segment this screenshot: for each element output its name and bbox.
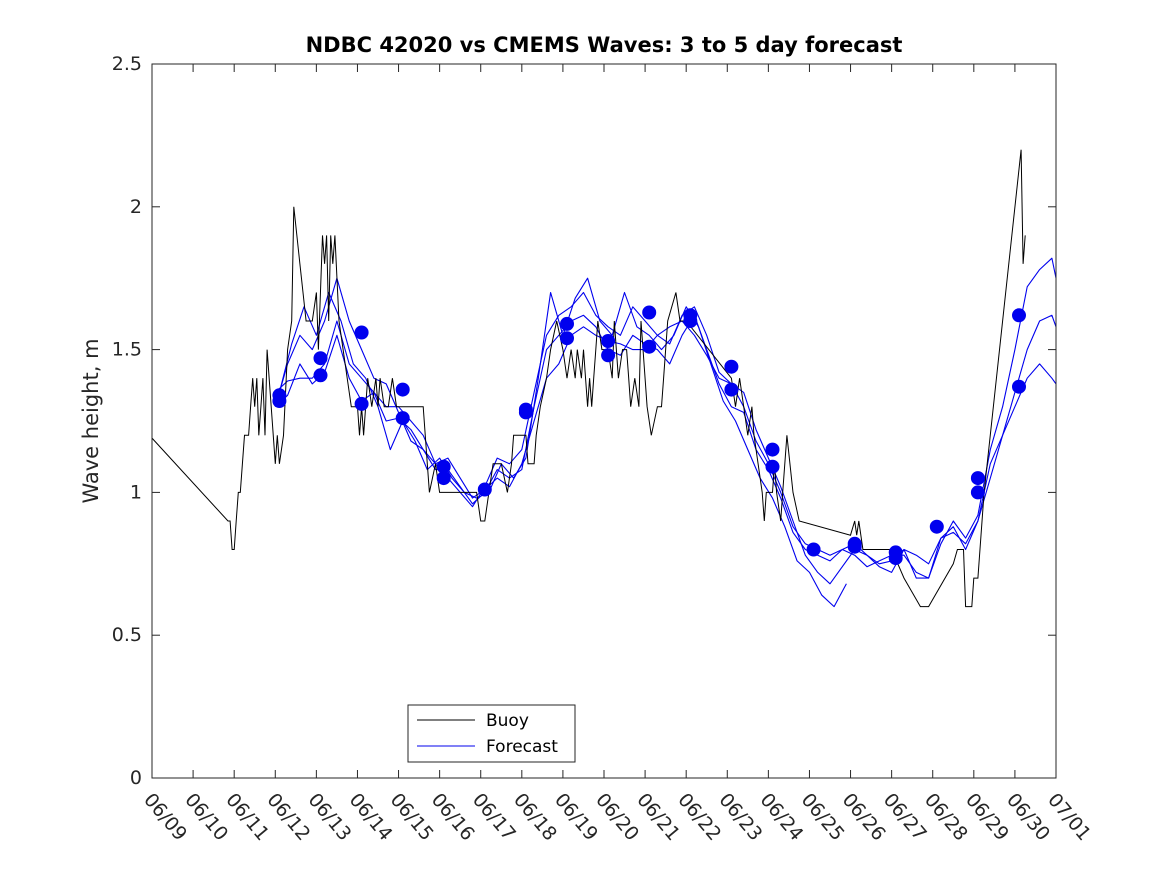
forecast-marker (929, 519, 944, 534)
forecast-marker (313, 351, 328, 366)
forecast-marker (683, 314, 698, 328)
legend: Buoy Forecast (407, 704, 576, 763)
forecast-marker (601, 348, 616, 363)
forecast-marker (395, 382, 410, 397)
legend-box (407, 704, 576, 763)
forecast-marker (642, 339, 657, 354)
y-tick-label: 0 (130, 767, 142, 789)
y-axis-label: Wave height, m (79, 338, 103, 503)
y-tick-label: 0.5 (112, 624, 142, 646)
forecast-marker (847, 539, 862, 554)
forecast-marker (354, 396, 369, 411)
y-tick-label: 1.5 (112, 339, 142, 361)
chart-title: NDBC 42020 vs CMEMS Waves: 3 to 5 day fo… (306, 33, 903, 57)
forecast-marker (806, 542, 821, 557)
forecast-marker (1012, 379, 1026, 394)
forecast-marker (560, 316, 574, 331)
forecast-marker (765, 442, 780, 457)
forecast-marker (477, 482, 492, 497)
forecast-marker (642, 305, 657, 320)
forecast-marker (518, 405, 533, 420)
forecast-marker (395, 411, 410, 426)
buoy-line (151, 149, 1026, 608)
forecast-marker (724, 382, 739, 397)
forecast-marker (601, 334, 616, 348)
forecast-marker (313, 368, 328, 383)
forecast-line-2 (274, 314, 1057, 579)
plot-area (152, 64, 1056, 778)
legend-forecast-label: Forecast (486, 737, 558, 757)
forecast-marker (970, 485, 985, 500)
y-tick-label: 2.5 (112, 53, 142, 75)
forecast-marker (724, 359, 739, 374)
forecast-marker (272, 394, 287, 408)
forecast-marker (560, 331, 574, 346)
forecast-marker (1012, 308, 1026, 323)
forecast-marker (436, 471, 451, 486)
forecast-marker (354, 325, 369, 340)
forecast-marker (970, 471, 985, 486)
y-tick-label: 1 (130, 481, 142, 503)
y-tick-label: 2 (130, 196, 142, 218)
forecast-line-3 (274, 257, 1057, 585)
forecast-marker (765, 459, 780, 474)
forecast-marker (888, 551, 903, 566)
legend-buoy-label: Buoy (486, 711, 529, 731)
